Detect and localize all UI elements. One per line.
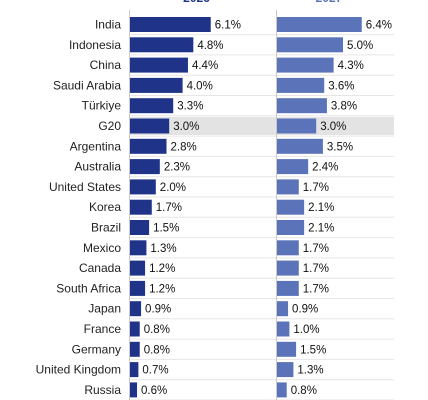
value-label: 2.4% [312, 162, 338, 174]
bar [129, 138, 167, 154]
bar [276, 220, 305, 235]
bar [129, 17, 211, 32]
value-label: 1.7% [303, 243, 329, 255]
value-label: 0.9% [292, 304, 318, 316]
value-label: 1.3% [297, 365, 323, 377]
bar [129, 98, 174, 114]
value-label: 1.2% [149, 283, 175, 295]
value-label: 3.3% [177, 101, 203, 113]
bar [129, 240, 147, 256]
value-label: 3.0% [173, 121, 199, 133]
value-label: 4.3% [338, 60, 364, 72]
value-label: 0.6% [141, 385, 167, 397]
value-label: 5.0% [347, 40, 373, 52]
value-label: 2.1% [308, 202, 334, 214]
bar [276, 17, 362, 32]
bar [276, 382, 287, 398]
bar [129, 179, 156, 195]
category-label: India [95, 18, 121, 32]
panel-title: 2026 [183, 0, 210, 5]
value-label: 0.8% [144, 324, 170, 336]
value-label: 3.0% [320, 121, 346, 133]
category-label: G20 [98, 119, 121, 133]
bar [129, 321, 140, 337]
value-label: 0.9% [145, 304, 171, 316]
bar [129, 159, 160, 175]
category-label: Germany [72, 342, 121, 356]
value-label: 0.8% [291, 385, 317, 397]
value-label: 1.5% [300, 344, 326, 356]
category-label: United States [49, 180, 121, 194]
value-label: 6.4% [366, 20, 392, 32]
category-label: Brazil [91, 221, 121, 235]
bar [276, 77, 325, 93]
bar [129, 382, 138, 398]
value-label: 1.5% [153, 223, 179, 235]
bar [276, 240, 299, 256]
bar [129, 260, 146, 276]
value-label: 1.2% [149, 263, 175, 275]
category-label: South Africa [56, 281, 121, 295]
value-label: 1.3% [150, 243, 176, 255]
bar [276, 179, 299, 195]
bar [276, 362, 294, 378]
value-label: 2.8% [171, 141, 197, 153]
value-label: 1.7% [303, 263, 329, 275]
value-label: 4.4% [192, 60, 218, 72]
bar [129, 37, 194, 53]
bar [129, 220, 150, 235]
category-label: Mexico [83, 241, 121, 255]
bar [276, 199, 305, 215]
value-label: 4.8% [197, 40, 223, 52]
bar [276, 301, 289, 317]
bar [129, 77, 183, 93]
value-label: 2.1% [308, 223, 334, 235]
category-label: Saudi Arabia [53, 78, 121, 92]
bar [276, 159, 309, 175]
bar [129, 280, 146, 296]
bar [276, 57, 334, 73]
value-label: 3.5% [327, 141, 353, 153]
category-label: Japan [88, 302, 121, 316]
bar [129, 118, 170, 134]
value-label: 0.7% [142, 365, 168, 377]
bar [276, 260, 299, 276]
category-label: Türkiye [82, 99, 122, 113]
value-label: 6.1% [215, 20, 241, 32]
category-label: Russia [84, 383, 121, 397]
value-label: 2.0% [160, 182, 186, 194]
bar [129, 199, 152, 215]
bar [276, 341, 297, 357]
bar [276, 138, 323, 154]
value-label: 1.7% [156, 202, 182, 214]
value-label: 4.0% [187, 80, 213, 92]
bar [129, 301, 142, 317]
category-label: France [84, 322, 122, 336]
value-label: 3.8% [331, 101, 357, 113]
panel-title: 2027 [316, 0, 343, 5]
category-label: Korea [89, 200, 121, 214]
value-label: 1.7% [303, 182, 329, 194]
category-label: Australia [74, 160, 121, 174]
value-label: 1.7% [303, 283, 329, 295]
category-label: Canada [79, 261, 121, 275]
category-label: United Kingdom [36, 363, 121, 377]
bar [129, 362, 139, 378]
value-label: 3.6% [328, 80, 354, 92]
bar [129, 57, 188, 73]
bar [276, 98, 327, 114]
category-label: Argentina [70, 139, 122, 153]
category-label: China [90, 58, 122, 72]
value-label: 2.3% [164, 162, 190, 174]
value-label: 1.0% [293, 324, 319, 336]
bar [276, 280, 299, 296]
category-label: Indonesia [69, 38, 121, 52]
bar [129, 341, 140, 357]
bar [276, 118, 317, 134]
bar [276, 37, 343, 53]
value-label: 0.8% [144, 344, 170, 356]
bar [276, 321, 290, 337]
